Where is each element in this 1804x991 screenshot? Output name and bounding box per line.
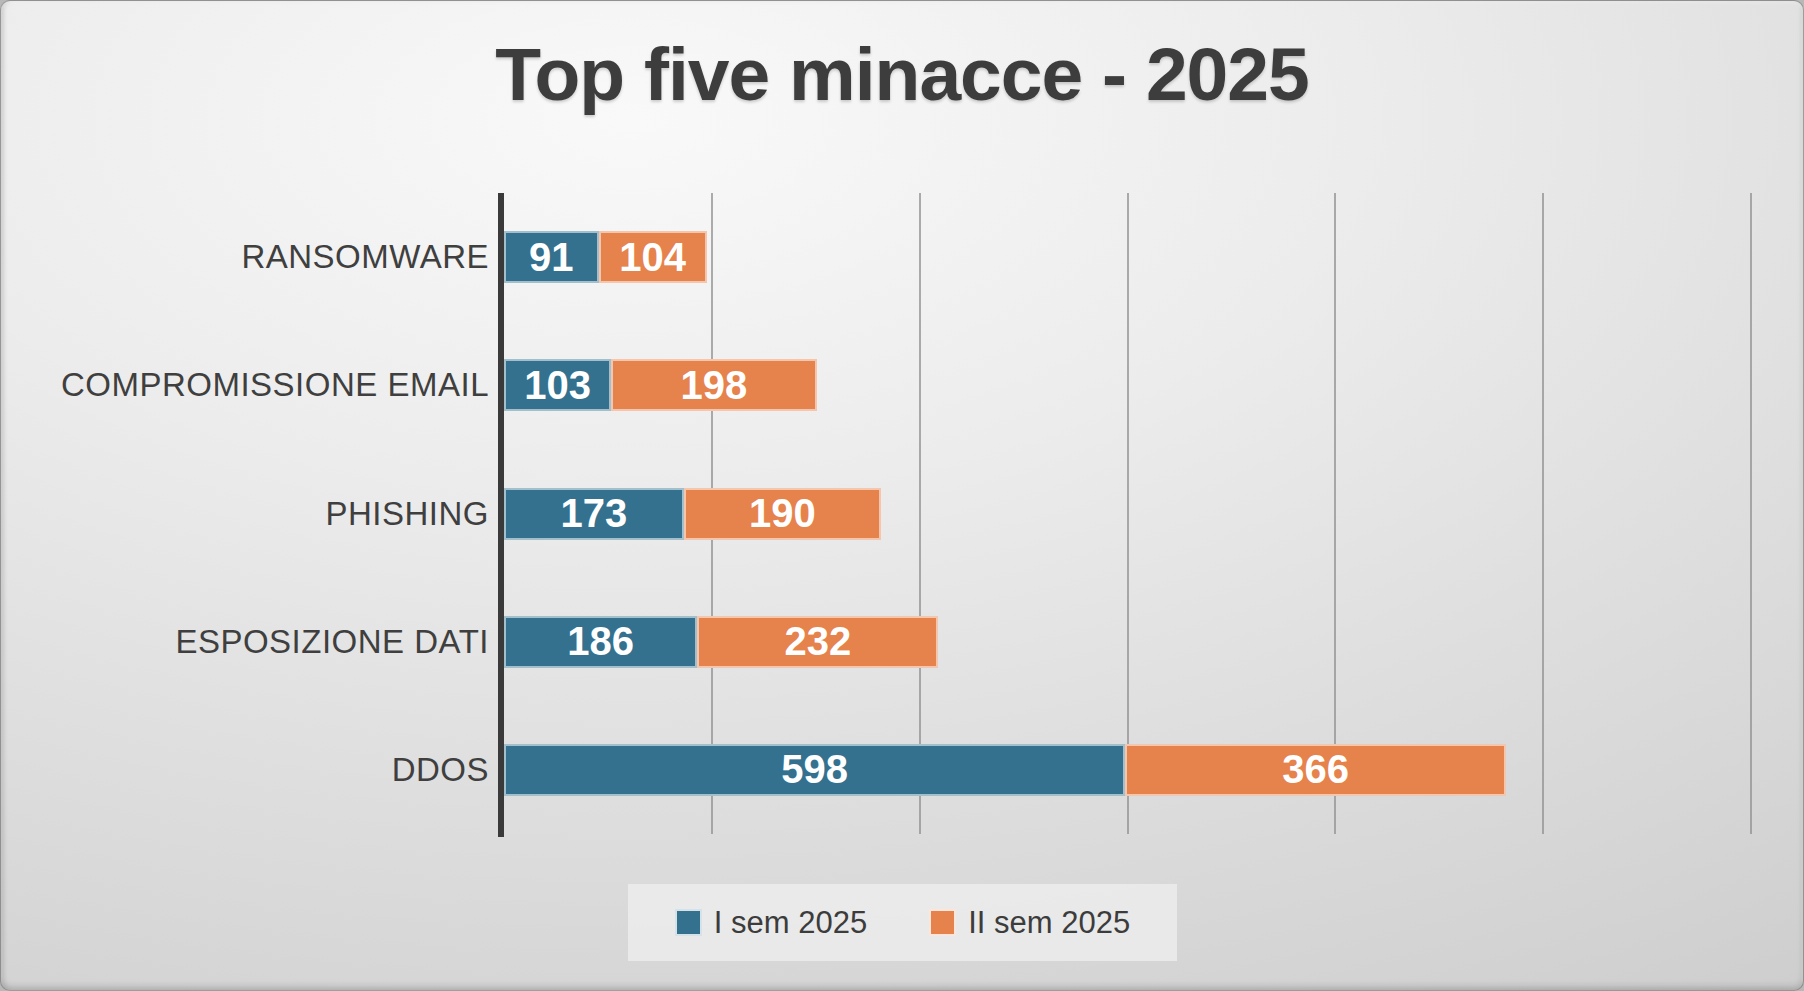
bar-row-phishing: 173 190 [504, 488, 881, 540]
category-label-phishing: PHISHING [325, 495, 489, 533]
bar-segment-ii-sem-2025: 232 [697, 616, 938, 668]
category-label-ransomware: RANSOMWARE [241, 238, 489, 276]
gridline-400 [919, 193, 921, 834]
bar-value-label: 232 [784, 619, 851, 664]
bar-value-label: 173 [561, 491, 628, 536]
bar-row-ddos: 598 366 [504, 744, 1506, 796]
category-axis-labels: RANSOMWARE COMPROMISSIONE EMAIL PHISHING ES… [15, 193, 489, 834]
bar-value-label: 91 [529, 235, 574, 280]
bar-segment-ii-sem-2025: 198 [611, 359, 817, 411]
gridline-800 [1334, 193, 1336, 834]
bar-segment-ii-sem-2025: 104 [599, 231, 707, 283]
gridline-1200 [1750, 193, 1752, 834]
legend-label: I sem 2025 [714, 905, 867, 941]
bar-segment-i-sem-2025: 103 [504, 359, 611, 411]
bar-segment-i-sem-2025: 173 [504, 488, 684, 540]
legend: I sem 2025 II sem 2025 [628, 884, 1177, 961]
bar-row-esposizione-dati: 186 232 [504, 616, 938, 668]
legend-swatch-icon [675, 909, 702, 936]
bar-value-label: 103 [524, 363, 591, 408]
gridline-1000 [1542, 193, 1544, 834]
legend-item-i-sem-2025: I sem 2025 [675, 905, 867, 941]
category-label-compromissione-email: COMPROMISSIONE EMAIL [61, 366, 489, 404]
category-label-esposizione-dati: ESPOSIZIONE DATI [175, 623, 489, 661]
bar-row-ransomware: 91 104 [504, 231, 707, 283]
bar-value-label: 366 [1282, 747, 1349, 792]
bar-value-label: 198 [681, 363, 748, 408]
bar-segment-i-sem-2025: 186 [504, 616, 697, 668]
bar-value-label: 104 [619, 235, 686, 280]
legend-swatch-icon [929, 909, 956, 936]
bar-segment-ii-sem-2025: 366 [1125, 744, 1505, 796]
plot-area: 91 104 103 198 173 190 186 232 598 366 [504, 193, 1751, 834]
bar-value-label: 598 [781, 747, 848, 792]
legend-label: II sem 2025 [968, 905, 1130, 941]
bar-segment-i-sem-2025: 91 [504, 231, 599, 283]
bar-segment-i-sem-2025: 598 [504, 744, 1125, 796]
bar-segment-ii-sem-2025: 190 [684, 488, 881, 540]
category-label-ddos: DDOS [392, 751, 489, 789]
bar-row-compromissione-email: 103 198 [504, 359, 817, 411]
bar-value-label: 190 [749, 491, 816, 536]
bar-value-label: 186 [567, 619, 634, 664]
gridline-600 [1127, 193, 1129, 834]
slide-canvas: Top five minacce - 2025 RANSOMWARE COMPRO… [0, 0, 1804, 991]
legend-item-ii-sem-2025: II sem 2025 [929, 905, 1130, 941]
chart-title: Top five minacce - 2025 [1, 31, 1803, 117]
